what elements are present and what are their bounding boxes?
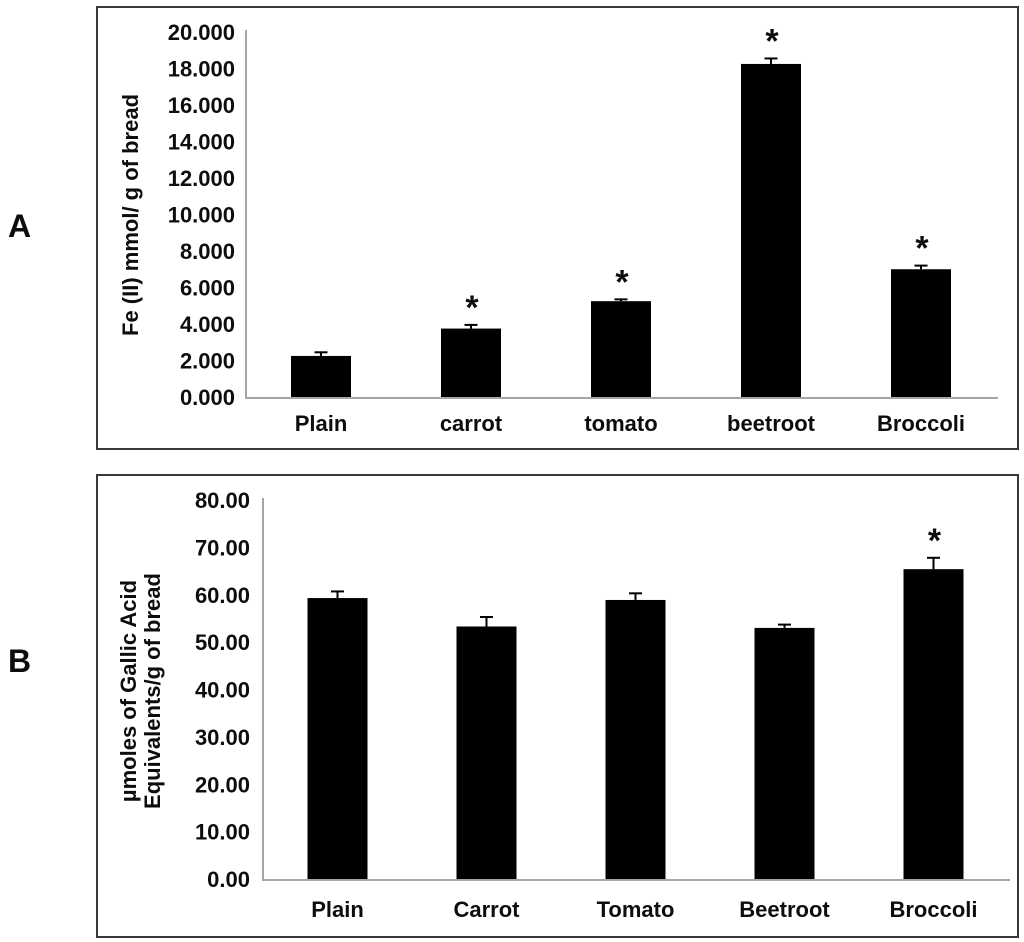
ytick-label-0.00: 0.00 (207, 867, 250, 892)
panel-b: 0.00 10.00 20.00 30.00 40.00 50.00 60.00 70.00 8… (96, 474, 1019, 938)
panel-a: 0.000 2.000 4.000 6.000 8.000 10.000 12.000 14.… (96, 6, 1019, 450)
bar-carrot (456, 626, 517, 879)
panel-a-label: A (8, 208, 32, 244)
significance-asterisk-carrot: * (465, 289, 479, 327)
ytick-label-4.000: 4.000 (180, 312, 235, 337)
bar-beetroot (754, 627, 815, 879)
category-label-plain: Plain (311, 897, 364, 922)
category-label-carrot: Carrot (453, 897, 520, 922)
ytick-label-8.000: 8.000 (180, 239, 235, 264)
category-label-tomato: Tomato (597, 897, 675, 922)
ytick-label-80.00: 80.00 (195, 488, 250, 513)
ytick-label-0.000: 0.000 (180, 385, 235, 410)
bar-broccoli (891, 269, 951, 397)
bar-carrot (441, 328, 501, 397)
chart-b-svg: 0.00 10.00 20.00 30.00 40.00 50.00 60.00 70.00 8… (116, 488, 1010, 922)
ytick-label-20.000: 20.000 (168, 20, 235, 45)
category-label-beetroot: Beetroot (739, 897, 830, 922)
significance-asterisk-broccoli: * (915, 230, 929, 268)
bar-plain (307, 598, 368, 879)
ytick-label-70.00: 70.00 (195, 535, 250, 560)
ytick-label-50.00: 50.00 (195, 630, 250, 655)
ytick-label-16.000: 16.000 (168, 93, 235, 118)
significance-asterisk-beetroot: * (765, 22, 779, 60)
category-label-broccoli: Broccoli (877, 411, 965, 436)
y-axis-label-line-1: Fe (II) mmol/ g of bread (118, 94, 143, 336)
category-label-beetroot: beetroot (727, 411, 816, 436)
panel-b-label: B (8, 643, 32, 679)
chart-a-svg: 0.000 2.000 4.000 6.000 8.000 10.000 12.000 14.… (118, 20, 998, 436)
category-label-plain: Plain (295, 411, 348, 436)
bar-broccoli (903, 569, 964, 879)
ytick-label-18.000: 18.000 (168, 57, 235, 82)
ytick-label-60.00: 60.00 (195, 583, 250, 608)
y-axis-label-line-2: Equivalents/g of bread (140, 573, 165, 809)
ytick-label-14.000: 14.000 (168, 130, 235, 155)
ytick-label-6.000: 6.000 (180, 276, 235, 301)
category-label-broccoli: Broccoli (889, 897, 977, 922)
ytick-label-20.00: 20.00 (195, 772, 250, 797)
bar-beetroot (741, 63, 801, 397)
category-label-carrot: carrot (440, 411, 503, 436)
bar-plain (291, 355, 351, 397)
ytick-label-10.00: 10.00 (195, 820, 250, 845)
significance-asterisk-broccoli: * (928, 522, 942, 560)
ytick-label-10.000: 10.000 (168, 203, 235, 228)
ytick-label-12.000: 12.000 (168, 166, 235, 191)
significance-asterisk-tomato: * (615, 263, 629, 301)
bar-tomato (591, 301, 651, 397)
ytick-label-40.00: 40.00 (195, 678, 250, 703)
ytick-label-30.00: 30.00 (195, 725, 250, 750)
y-axis-label-line-1: µmoles of Gallic Acid (116, 580, 141, 802)
bar-tomato (605, 599, 666, 879)
category-label-tomato: tomato (584, 411, 657, 436)
ytick-label-2.000: 2.000 (180, 349, 235, 374)
